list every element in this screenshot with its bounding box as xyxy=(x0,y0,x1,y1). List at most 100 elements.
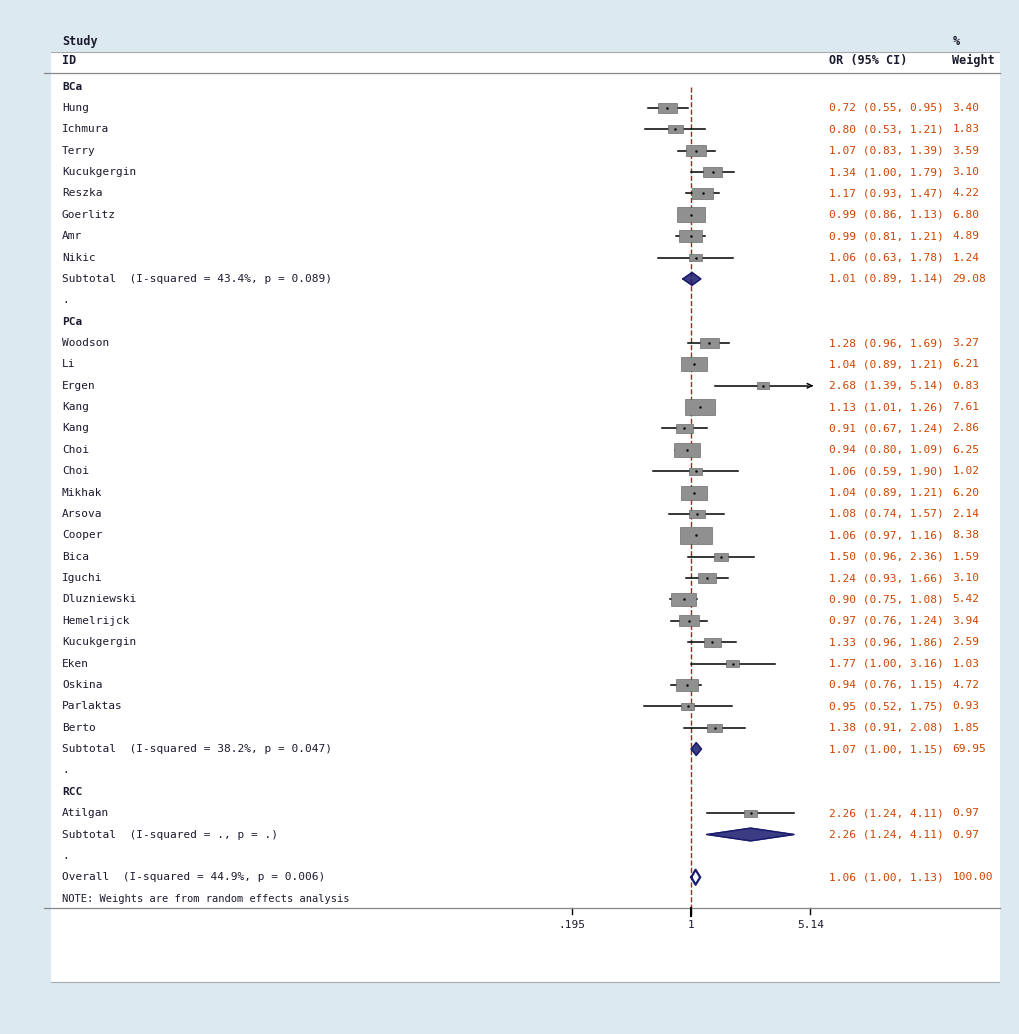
Text: RCC: RCC xyxy=(62,787,83,797)
Text: 0.93: 0.93 xyxy=(952,701,978,711)
Bar xyxy=(699,338,718,348)
Text: Ergen: Ergen xyxy=(62,381,96,391)
Polygon shape xyxy=(691,742,701,756)
Text: 0.80 (0.53, 1.21): 0.80 (0.53, 1.21) xyxy=(827,124,943,134)
Text: Reszka: Reszka xyxy=(62,188,102,199)
Text: 0.90 (0.75, 1.08): 0.90 (0.75, 1.08) xyxy=(827,595,943,605)
Text: 1.85: 1.85 xyxy=(952,723,978,733)
Text: 1.17 (0.93, 1.47): 1.17 (0.93, 1.47) xyxy=(827,188,943,199)
Text: 1.50 (0.96, 2.36): 1.50 (0.96, 2.36) xyxy=(827,552,943,561)
Bar xyxy=(676,208,704,222)
Text: Kucukgergin: Kucukgergin xyxy=(62,168,136,177)
Text: Li: Li xyxy=(62,360,75,369)
Text: 2.26 (1.24, 4.11): 2.26 (1.24, 4.11) xyxy=(827,809,943,818)
Text: Bica: Bica xyxy=(62,552,89,561)
Text: Hemelrijck: Hemelrijck xyxy=(62,616,129,626)
Text: 1.07 (0.83, 1.39): 1.07 (0.83, 1.39) xyxy=(827,146,943,156)
Text: 0.97 (0.76, 1.24): 0.97 (0.76, 1.24) xyxy=(827,616,943,626)
Bar xyxy=(688,510,704,518)
Text: 0.99 (0.86, 1.13): 0.99 (0.86, 1.13) xyxy=(827,210,943,220)
Text: 3.59: 3.59 xyxy=(952,146,978,156)
Bar xyxy=(679,526,711,544)
Text: 0.95 (0.52, 1.75): 0.95 (0.52, 1.75) xyxy=(827,701,943,711)
Bar xyxy=(681,703,693,709)
Bar xyxy=(657,102,677,113)
Text: Nikic: Nikic xyxy=(62,252,96,263)
Bar xyxy=(703,168,721,177)
Text: Goerlitz: Goerlitz xyxy=(62,210,116,220)
Text: 6.25: 6.25 xyxy=(952,445,978,455)
Bar xyxy=(685,399,714,415)
Text: 0.72 (0.55, 0.95): 0.72 (0.55, 0.95) xyxy=(827,103,943,113)
Text: 100.00: 100.00 xyxy=(952,873,991,882)
Bar xyxy=(681,486,706,499)
Text: 8.38: 8.38 xyxy=(952,530,978,541)
Text: NOTE: Weights are from random effects analysis: NOTE: Weights are from random effects an… xyxy=(62,893,350,904)
Text: Subtotal  (I-squared = 38.2%, p = 0.047): Subtotal (I-squared = 38.2%, p = 0.047) xyxy=(62,744,331,754)
Polygon shape xyxy=(706,828,794,841)
Bar xyxy=(666,125,682,133)
Text: .: . xyxy=(62,851,68,861)
Text: 7.61: 7.61 xyxy=(952,402,978,413)
Text: Amr: Amr xyxy=(62,232,83,241)
Text: .195: .195 xyxy=(558,920,585,930)
Bar xyxy=(726,660,739,667)
Text: 3.10: 3.10 xyxy=(952,168,978,177)
Text: 29.08: 29.08 xyxy=(952,274,985,284)
Text: Choi: Choi xyxy=(62,466,89,477)
Text: 1.04 (0.89, 1.21): 1.04 (0.89, 1.21) xyxy=(827,360,943,369)
Text: 3.10: 3.10 xyxy=(952,573,978,583)
Text: Choi: Choi xyxy=(62,445,89,455)
Text: 3.27: 3.27 xyxy=(952,338,978,348)
Text: Subtotal  (I-squared = 43.4%, p = 0.089): Subtotal (I-squared = 43.4%, p = 0.089) xyxy=(62,274,331,284)
Text: 0.94 (0.76, 1.15): 0.94 (0.76, 1.15) xyxy=(827,680,943,690)
Text: 2.68 (1.39, 5.14): 2.68 (1.39, 5.14) xyxy=(827,381,943,391)
Text: 1.07 (1.00, 1.15): 1.07 (1.00, 1.15) xyxy=(827,744,943,754)
Text: 69.95: 69.95 xyxy=(952,744,985,754)
Text: Study: Study xyxy=(62,35,98,49)
Text: Arsova: Arsova xyxy=(62,509,102,519)
Text: 6.21: 6.21 xyxy=(952,360,978,369)
Text: 1.34 (1.00, 1.79): 1.34 (1.00, 1.79) xyxy=(827,168,943,177)
Text: %: % xyxy=(952,35,959,49)
Text: Mikhak: Mikhak xyxy=(62,488,102,497)
Text: Atilgan: Atilgan xyxy=(62,809,109,818)
Text: Kang: Kang xyxy=(62,424,89,433)
Text: 1.04 (0.89, 1.21): 1.04 (0.89, 1.21) xyxy=(827,488,943,497)
Text: 1.24 (0.93, 1.66): 1.24 (0.93, 1.66) xyxy=(827,573,943,583)
Bar xyxy=(744,810,756,817)
Bar xyxy=(686,146,705,156)
Polygon shape xyxy=(682,273,700,285)
Bar xyxy=(688,254,702,262)
Text: 2.86: 2.86 xyxy=(952,424,978,433)
Bar xyxy=(756,383,768,389)
Bar xyxy=(703,638,719,646)
Text: 2.14: 2.14 xyxy=(952,509,978,519)
Text: 1.77 (1.00, 3.16): 1.77 (1.00, 3.16) xyxy=(827,659,943,669)
Text: .: . xyxy=(62,765,68,776)
Text: 4.89: 4.89 xyxy=(952,232,978,241)
Text: Oskina: Oskina xyxy=(62,680,102,690)
Text: 1.83: 1.83 xyxy=(952,124,978,134)
Text: Terry: Terry xyxy=(62,146,96,156)
Text: Berto: Berto xyxy=(62,723,96,733)
Text: Eken: Eken xyxy=(62,659,89,669)
Text: Hung: Hung xyxy=(62,103,89,113)
Text: 5.42: 5.42 xyxy=(952,595,978,605)
Text: Parlaktas: Parlaktas xyxy=(62,701,122,711)
Text: 1.06 (0.59, 1.90): 1.06 (0.59, 1.90) xyxy=(827,466,943,477)
Text: OR (95% CI): OR (95% CI) xyxy=(827,55,906,67)
Bar xyxy=(673,443,699,457)
Text: Kucukgergin: Kucukgergin xyxy=(62,637,136,647)
Text: 4.72: 4.72 xyxy=(952,680,978,690)
Bar xyxy=(692,188,712,200)
Text: 1: 1 xyxy=(687,920,694,930)
Bar xyxy=(671,592,695,606)
Text: 3.40: 3.40 xyxy=(952,103,978,113)
Text: 6.80: 6.80 xyxy=(952,210,978,220)
Text: 1.06 (1.00, 1.13): 1.06 (1.00, 1.13) xyxy=(827,873,943,882)
Bar xyxy=(689,467,701,475)
Text: 1.06 (0.97, 1.16): 1.06 (0.97, 1.16) xyxy=(827,530,943,541)
Bar xyxy=(679,230,701,242)
Text: 1.28 (0.96, 1.69): 1.28 (0.96, 1.69) xyxy=(827,338,943,348)
